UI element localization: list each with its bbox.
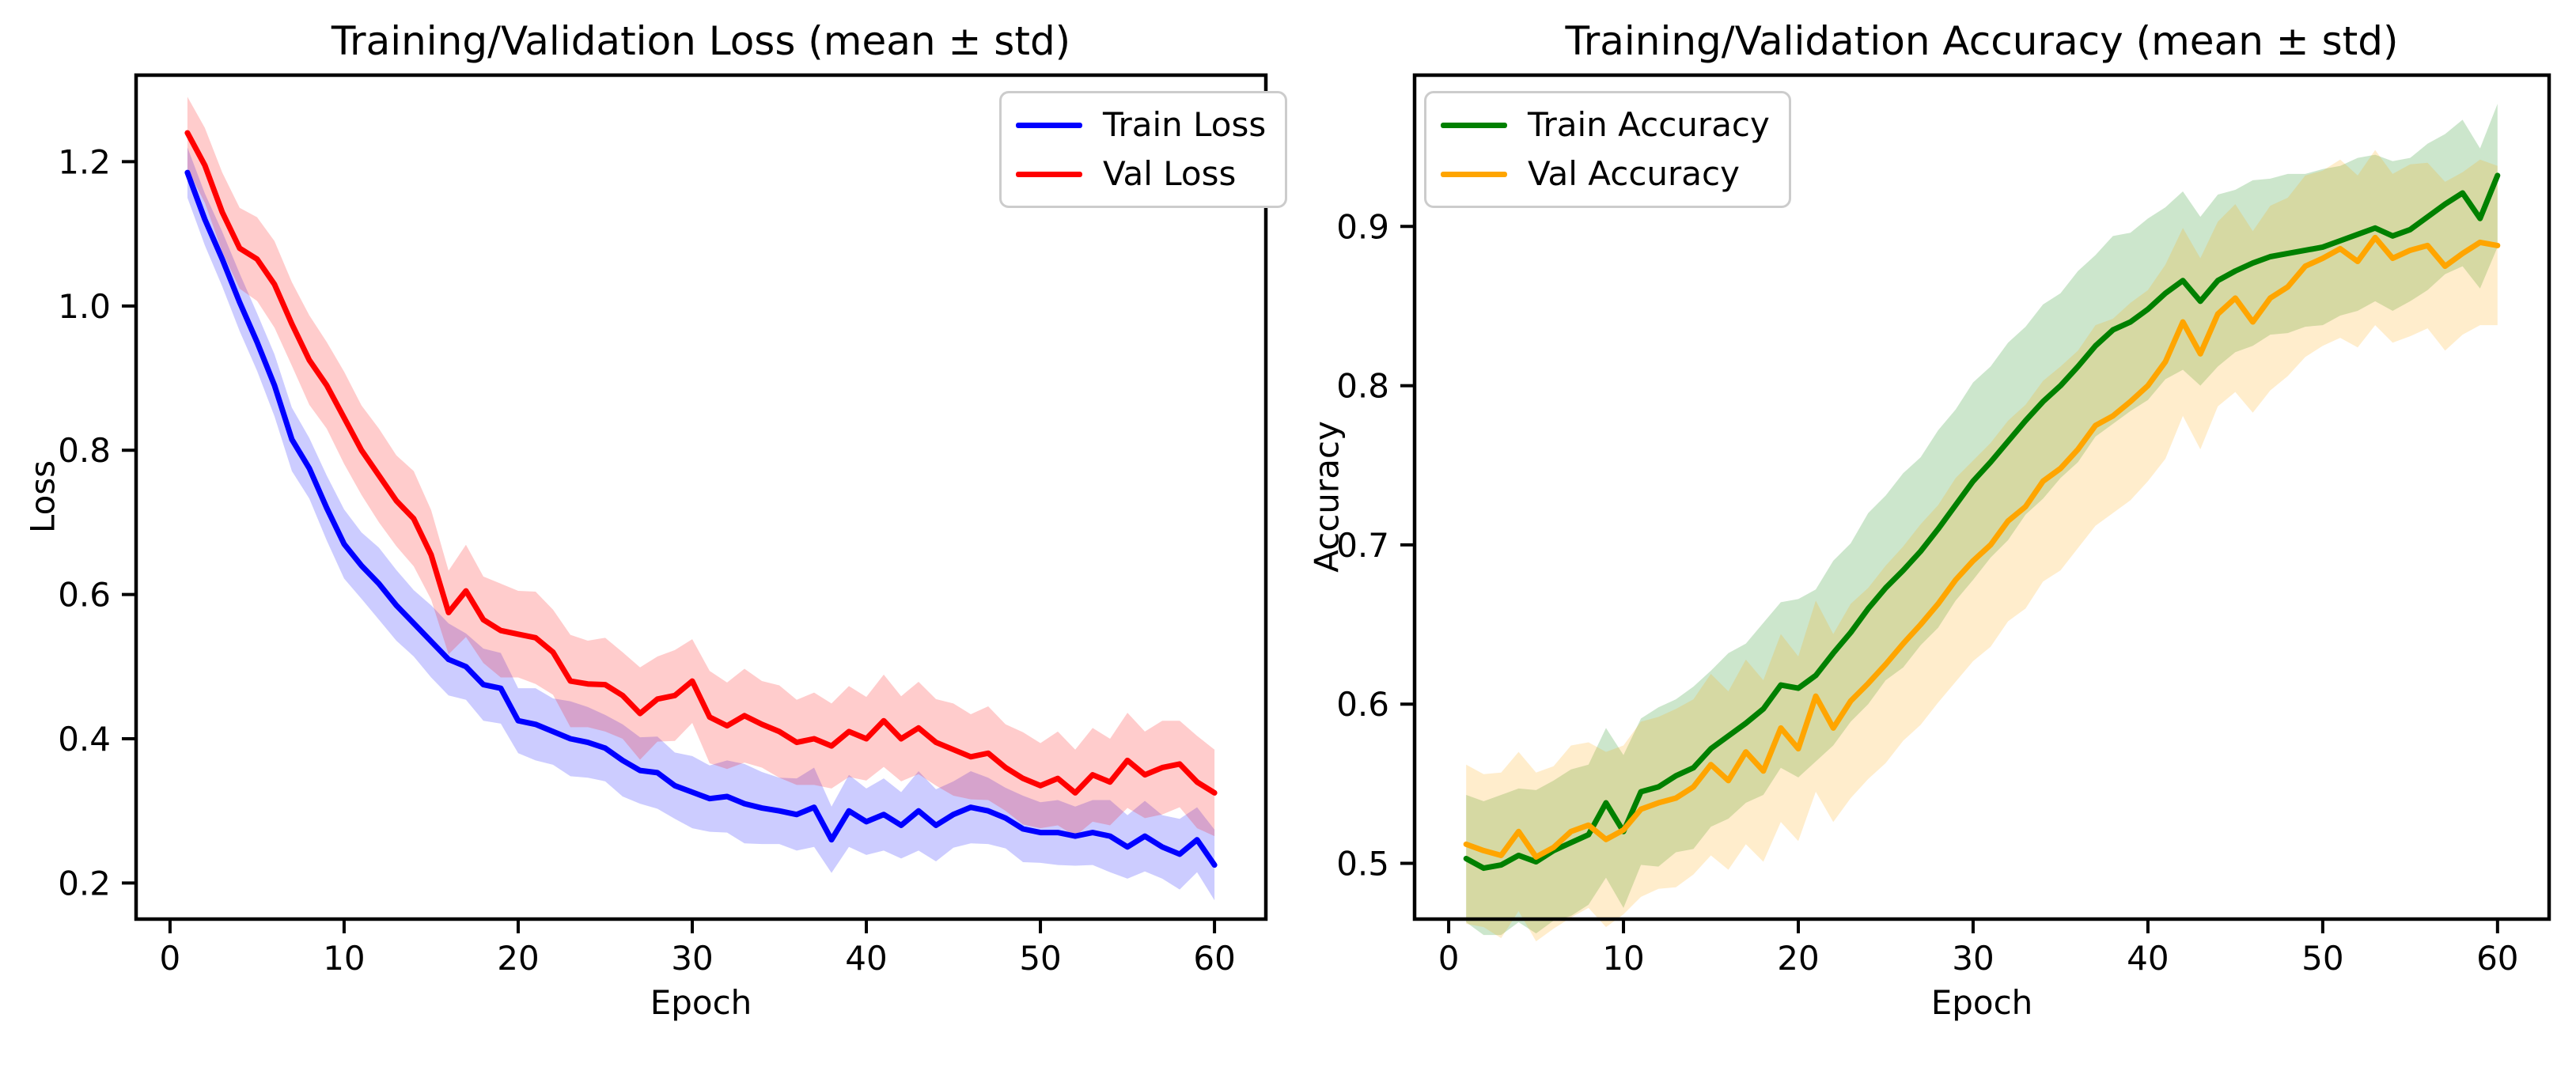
x-tick-label: 50: [2301, 939, 2343, 978]
legend-entry-train-loss: Train Loss: [1016, 104, 1266, 146]
y-tick-label: 0.6: [58, 576, 111, 615]
y-tick-label: 0.4: [58, 720, 111, 759]
accuracy-chart-title: Training/Validation Accuracy (mean ± std…: [1565, 18, 2399, 64]
y-tick-label: 0.9: [1336, 207, 1389, 246]
y-tick-label: 0.8: [58, 431, 111, 470]
accuracy-legend: Train Accuracy Val Accuracy: [1424, 91, 1791, 208]
legend-entry-label: Val Loss: [1103, 154, 1237, 193]
train-accuracy-line-swatch: [1441, 122, 1507, 128]
x-tick-label: 10: [323, 939, 365, 978]
legend-entry-label: Val Accuracy: [1528, 154, 1740, 193]
line-train-accuracy: [1463, 172, 2501, 872]
x-tick-label: 10: [1602, 939, 1644, 978]
loss-chart-title: Training/Validation Loss (mean ± std): [331, 18, 1071, 64]
axes-loss: 0 10 20 30 40 50 60 0.2 0.4 0.6 0.8 1.0 1.2: [58, 73, 1268, 978]
axes-spines: [134, 73, 1268, 921]
y-tick-label: 0.6: [1336, 685, 1389, 724]
legend-entry-val-accuracy: Val Accuracy: [1441, 153, 1770, 195]
train-loss-line-swatch: [1016, 122, 1082, 128]
line-val-loss: [184, 130, 1218, 796]
line-val-accuracy: [1463, 234, 2501, 860]
x-tick-label: 30: [1952, 939, 1994, 978]
accuracy-x-axis-label: Epoch: [1930, 983, 2033, 1022]
x-tick-label: 40: [2127, 939, 2169, 978]
val-accuracy-line-swatch: [1441, 171, 1507, 177]
legend-entry-val-loss: Val Loss: [1016, 153, 1266, 195]
axes-accuracy: 0 10 20 30 40 50 60 0.5 0.6 0.7 0.8 0.9: [1336, 73, 2551, 978]
y-tick-label: 0.5: [1336, 845, 1389, 883]
x-tick-label: 20: [1777, 939, 1819, 978]
y-tick-label: 0.8: [1336, 367, 1389, 406]
x-tick-label: 60: [2476, 939, 2518, 978]
x-tick-label: 0: [160, 939, 181, 978]
band-train-loss: [187, 147, 1215, 901]
val-loss-line-swatch: [1016, 171, 1082, 177]
x-tick-label: 60: [1193, 939, 1235, 978]
loss-legend: Train Loss Val Loss: [999, 91, 1288, 208]
legend-entry-label: Train Loss: [1103, 105, 1267, 144]
x-tick-label: 50: [1019, 939, 1061, 978]
x-tick-label: 20: [497, 939, 539, 978]
loss-y-axis-label: Loss: [23, 460, 63, 534]
accuracy-y-axis-label: Accuracy: [1307, 421, 1347, 573]
line-train-loss: [184, 169, 1218, 868]
y-tick-label: 0.7: [1336, 526, 1389, 565]
x-tick-label: 40: [845, 939, 887, 978]
y-tick-label: 1.2: [58, 142, 111, 181]
x-tick-label: 30: [671, 939, 713, 978]
band-train-accuracy: [1466, 104, 2498, 936]
legend-entry-label: Train Accuracy: [1528, 105, 1770, 144]
band-val-loss: [187, 96, 1215, 837]
band-val-accuracy: [1466, 149, 2498, 942]
legend-entry-train-accuracy: Train Accuracy: [1441, 104, 1770, 146]
x-tick-label: 0: [1438, 939, 1460, 978]
y-tick-label: 0.2: [58, 864, 111, 902]
axes-spines: [1412, 73, 2551, 921]
loss-x-axis-label: Epoch: [650, 983, 752, 1022]
y-tick-label: 1.0: [58, 287, 111, 326]
